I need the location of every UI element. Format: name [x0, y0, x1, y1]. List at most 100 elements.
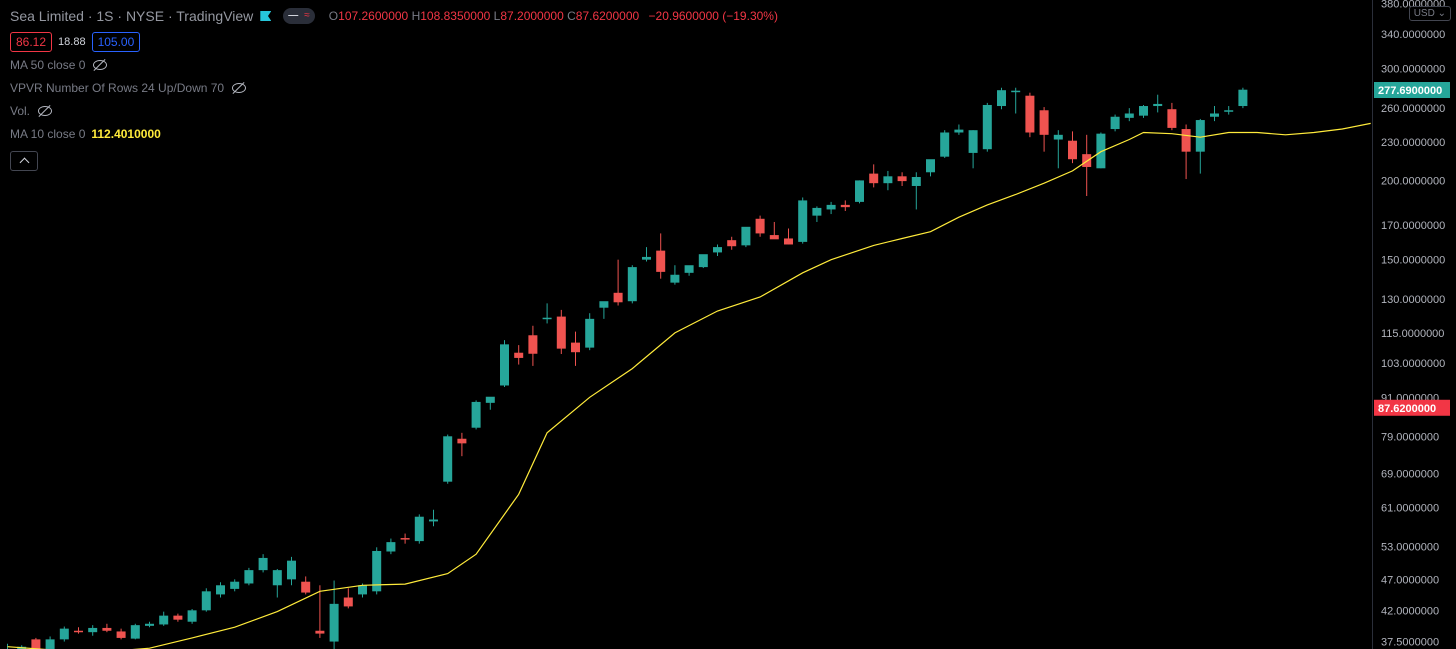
candle: [698, 254, 708, 269]
candle: [1011, 87, 1021, 114]
candle: [258, 554, 268, 573]
candle-body: [1082, 154, 1092, 167]
candle-body: [31, 639, 41, 649]
candle: [869, 164, 879, 188]
candle: [627, 265, 637, 304]
candle: [130, 623, 140, 640]
candle: [201, 588, 211, 612]
candle: [812, 206, 822, 222]
price-tick-label: 380.0000000: [1381, 0, 1445, 11]
high-value: 108.8350000: [420, 9, 491, 23]
candle-body: [855, 180, 864, 202]
currency-label: USD: [1413, 8, 1435, 19]
candle-body: [727, 240, 737, 247]
candle: [784, 228, 793, 245]
candle: [1153, 94, 1163, 113]
ma10-line: [7, 122, 1371, 649]
candle: [755, 215, 765, 237]
candle: [826, 201, 836, 215]
price-tick-label: 37.5000000: [1381, 637, 1439, 649]
candle-body: [954, 129, 964, 133]
candle: [315, 585, 325, 638]
candle: [500, 340, 509, 387]
market-status-pill[interactable]: — ≈: [283, 8, 315, 24]
candle: [1039, 107, 1049, 152]
candle: [514, 345, 524, 365]
price-scale[interactable]: 380.0000000 340.0000000 300.0000000 260.000…: [1372, 0, 1456, 649]
candle: [741, 226, 751, 248]
candle-body: [556, 316, 566, 349]
candle-body: [1039, 110, 1049, 135]
candle-body: [372, 550, 382, 592]
candle-body: [627, 267, 637, 302]
candle: [244, 567, 254, 586]
price-tick-label: 200.0000000: [1381, 175, 1445, 187]
candle-body: [230, 581, 240, 589]
collapse-legend-button[interactable]: [10, 151, 38, 171]
dash-icon: —: [288, 10, 299, 21]
candle-body: [769, 235, 779, 240]
indicator-value: 112.4010000: [91, 126, 161, 141]
chart-pane[interactable]: [0, 0, 1372, 649]
candle-body: [599, 301, 609, 308]
candle: [31, 637, 41, 649]
indicator-label: Vol.: [10, 103, 31, 118]
close-label: C: [567, 9, 576, 23]
candle-body: [1139, 106, 1148, 116]
indicator-volume[interactable]: Vol.: [10, 99, 778, 122]
eye-hidden-icon[interactable]: [92, 59, 108, 71]
candle-body: [869, 173, 879, 184]
candle: [386, 538, 396, 555]
candle-body: [585, 318, 595, 348]
candle-body: [826, 204, 836, 210]
candle: [485, 396, 495, 410]
candle: [982, 102, 992, 152]
eye-hidden-icon[interactable]: [37, 105, 53, 117]
price-tick-label: 150.0000000: [1381, 255, 1445, 267]
candle-body: [315, 630, 325, 634]
candle: [613, 259, 623, 306]
candle-body: [997, 90, 1006, 107]
candle-body: [500, 344, 509, 386]
candle: [429, 509, 438, 527]
candle: [542, 303, 552, 324]
candle: [798, 197, 808, 244]
sell-button[interactable]: 86.12: [10, 32, 53, 52]
candle-body: [45, 639, 55, 649]
flag-icon[interactable]: [260, 11, 272, 21]
candle-body: [457, 438, 467, 444]
currency-selector[interactable]: USD ⌄: [1408, 6, 1451, 21]
price-tick-label: 170.0000000: [1381, 220, 1445, 232]
price-tick-label: 230.0000000: [1381, 137, 1445, 149]
candle-body: [145, 623, 154, 626]
candle-body: [812, 207, 822, 216]
chevron-down-icon: ⌄: [1437, 8, 1446, 19]
candle-body: [187, 610, 197, 622]
candle-body: [897, 176, 907, 182]
candle: [74, 627, 83, 634]
change-value: −20.9600000 (−19.30%): [648, 9, 778, 23]
candle-body: [244, 570, 254, 584]
candle-body: [485, 396, 495, 403]
candle-body: [59, 628, 69, 640]
symbol-title[interactable]: Sea Limited · 1S · NYSE · TradingView: [10, 8, 254, 24]
low-label: L: [493, 9, 501, 23]
indicator-ma10[interactable]: MA 10 close 0 112.4010000: [10, 122, 778, 145]
candle: [642, 247, 651, 262]
candle: [145, 621, 154, 628]
candle-body: [1068, 140, 1077, 160]
close-price-label-bg: [1374, 399, 1450, 416]
candle: [1181, 124, 1191, 180]
candle-body: [684, 265, 694, 273]
candle-body: [301, 581, 311, 593]
eye-hidden-icon[interactable]: [231, 82, 247, 94]
indicator-ma50[interactable]: MA 50 close 0: [10, 53, 778, 76]
price-axis: 380.0000000 340.0000000 300.0000000 260.000…: [1374, 0, 1450, 649]
candle-body: [1167, 109, 1177, 128]
open-label: O: [328, 9, 339, 23]
candle: [102, 623, 112, 633]
buy-button[interactable]: 105.00: [91, 32, 141, 52]
candlestick-chart[interactable]: [0, 0, 1372, 649]
indicator-vpvr[interactable]: VPVR Number Of Rows 24 Up/Down 70: [10, 76, 778, 99]
candle-body: [1238, 89, 1248, 107]
